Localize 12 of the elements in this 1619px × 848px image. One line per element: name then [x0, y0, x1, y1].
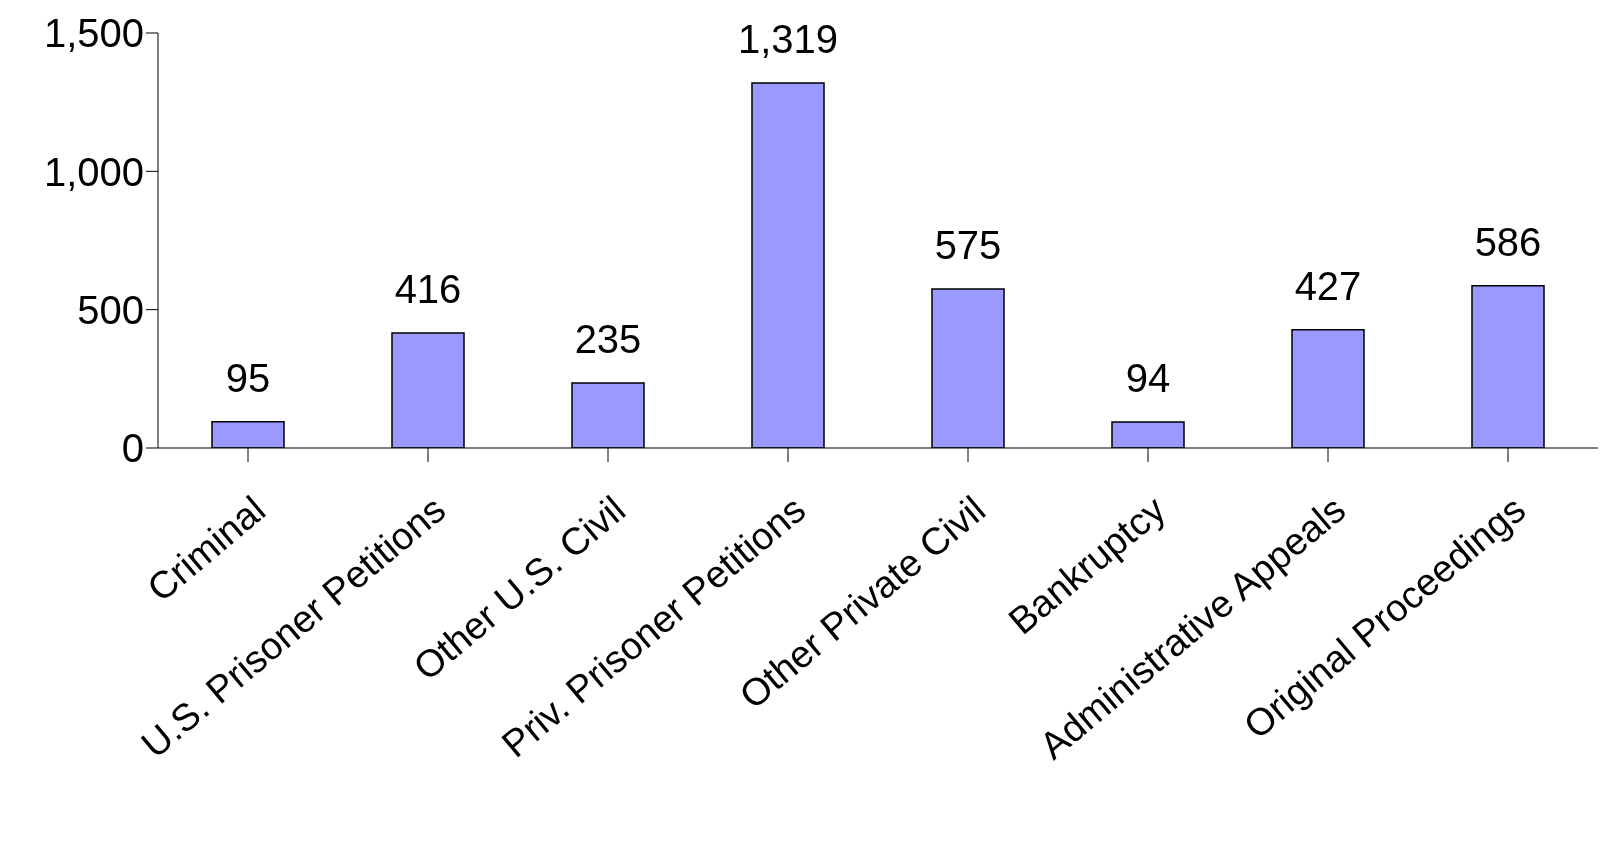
data-label: 94: [1125, 355, 1171, 400]
y-tick-label: 1,000: [43, 149, 144, 194]
data-label: 235: [574, 316, 642, 361]
data-label: 1,319: [737, 17, 839, 62]
y-tick-label: 500: [77, 287, 144, 332]
data-label: 95: [225, 355, 271, 400]
data-label: 427: [1294, 263, 1362, 308]
data-label: 575: [934, 222, 1002, 267]
data-label: 416: [394, 266, 462, 311]
y-tick-label: 1,500: [43, 11, 144, 56]
y-tick-label: 0: [121, 426, 144, 471]
data-label: 586: [1474, 219, 1542, 264]
